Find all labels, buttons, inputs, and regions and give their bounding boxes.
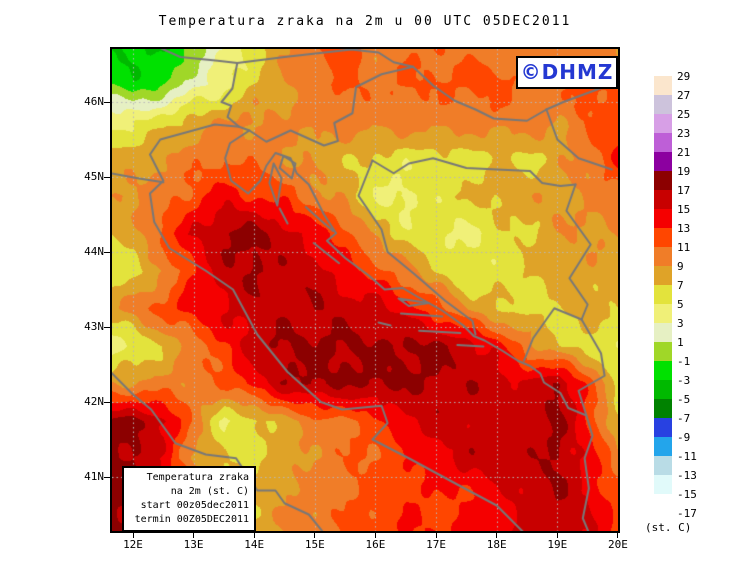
colorbar-swatch	[654, 190, 672, 209]
colorbar-tick-label: 29	[677, 70, 691, 83]
info-box-line: Temperatura zraka	[146, 472, 249, 483]
y-axis-label: 43N	[84, 320, 104, 333]
x-axis-tick	[556, 533, 558, 538]
x-axis-label: 14E	[244, 538, 265, 551]
map-frame	[110, 47, 620, 533]
dhmz-watermark-text: ©DHMZ	[520, 60, 614, 84]
y-axis-tick	[104, 101, 110, 103]
x-axis-label: 16E	[365, 538, 386, 551]
y-axis-tick	[104, 326, 110, 328]
colorbar-tick-label: 7	[677, 279, 684, 292]
colorbar-tick-label: -1	[677, 355, 691, 368]
temperature-field-canvas	[112, 49, 618, 531]
info-box-line: na 2m (st. C)	[170, 486, 249, 497]
x-axis-label: 15E	[304, 538, 325, 551]
colorbar-swatch	[654, 361, 672, 380]
dhmz-watermark-box: ©DHMZ	[516, 56, 618, 89]
colorbar-tick-label: 15	[677, 203, 691, 216]
colorbar-swatch	[654, 95, 672, 114]
colorbar-tick-label: -9	[677, 431, 691, 444]
colorbar-swatch	[654, 380, 672, 399]
colorbar-tick-label: 23	[677, 127, 691, 140]
colorbar-tick-label: 3	[677, 317, 684, 330]
colorbar-swatch	[654, 247, 672, 266]
y-axis-label: 46N	[84, 95, 104, 108]
y-axis-tick	[104, 176, 110, 178]
page-title: Temperatura zraka na 2m u 00 UTC 05DEC20…	[158, 14, 572, 29]
colorbar-tick-label: 25	[677, 108, 691, 121]
x-axis-label: 18E	[486, 538, 507, 551]
colorbar-swatch	[654, 323, 672, 342]
colorbar-swatch	[654, 171, 672, 190]
x-axis-tick	[496, 533, 498, 538]
info-box-line: start 00z05dec2011	[140, 500, 249, 511]
colorbar-swatch	[654, 456, 672, 475]
colorbar-tick-label: 19	[677, 165, 691, 178]
colorbar-swatch	[654, 285, 672, 304]
x-axis-tick	[193, 533, 195, 538]
y-axis-tick	[104, 401, 110, 403]
colorbar-tick-label: 11	[677, 241, 691, 254]
colorbar-tick-label: -13	[677, 469, 697, 482]
colorbar-swatch	[654, 399, 672, 418]
x-axis-tick	[314, 533, 316, 538]
y-axis-tick	[104, 251, 110, 253]
colorbar-tick-label: -5	[677, 393, 691, 406]
x-axis-label: 20E	[608, 538, 628, 551]
y-axis-label: 45N	[84, 170, 104, 183]
colorbar-swatch	[654, 228, 672, 247]
x-axis-tick	[374, 533, 376, 538]
colorbar-tick-label: -17	[677, 507, 697, 520]
x-axis-label: 19E	[547, 538, 568, 551]
x-axis-label: 17E	[426, 538, 447, 551]
y-axis-label: 44N	[84, 245, 104, 258]
colorbar-tick-label: -11	[677, 450, 697, 463]
colorbar-swatch	[654, 133, 672, 152]
colorbar-tick-label: 27	[677, 89, 691, 102]
colorbar-tick-label: -3	[677, 374, 691, 387]
x-axis-tick	[253, 533, 255, 538]
colorbar-tick-label: -15	[677, 488, 697, 501]
info-box-line: termin 00Z05DEC2011	[134, 514, 249, 525]
y-axis-label: 42N	[84, 395, 104, 408]
colorbar-tick-label: -7	[677, 412, 691, 425]
colorbar-swatch	[654, 342, 672, 361]
y-axis-label: 41N	[84, 470, 104, 483]
colorbar-unit-label: (st. C)	[645, 521, 692, 534]
colorbar-tick-label: 5	[677, 298, 684, 311]
colorbar-swatch	[654, 114, 672, 133]
colorbar-tick-label: 17	[677, 184, 691, 197]
colorbar-tick-label: 13	[677, 222, 691, 235]
x-axis-tick	[617, 533, 619, 538]
colorbar-swatch	[654, 437, 672, 456]
x-axis-tick	[435, 533, 437, 538]
colorbar-tick-label: 1	[677, 336, 684, 349]
colorbar-swatch	[654, 76, 672, 95]
colorbar-tick-label: 9	[677, 260, 684, 273]
colorbar-swatch	[654, 209, 672, 228]
info-box: Temperatura zraka na 2m (st. C) start 00z0…	[122, 466, 256, 532]
colorbar-swatch	[654, 152, 672, 171]
colorbar-swatch	[654, 475, 672, 494]
colorbar-swatch	[654, 494, 672, 513]
colorbar-tick-label: 21	[677, 146, 691, 159]
x-axis-tick	[132, 533, 134, 538]
colorbar-swatch	[654, 266, 672, 285]
colorbar-swatch	[654, 418, 672, 437]
x-axis-label: 13E	[183, 538, 204, 551]
y-axis-tick	[104, 476, 110, 478]
x-axis-label: 12E	[123, 538, 143, 551]
colorbar-swatch	[654, 304, 672, 323]
